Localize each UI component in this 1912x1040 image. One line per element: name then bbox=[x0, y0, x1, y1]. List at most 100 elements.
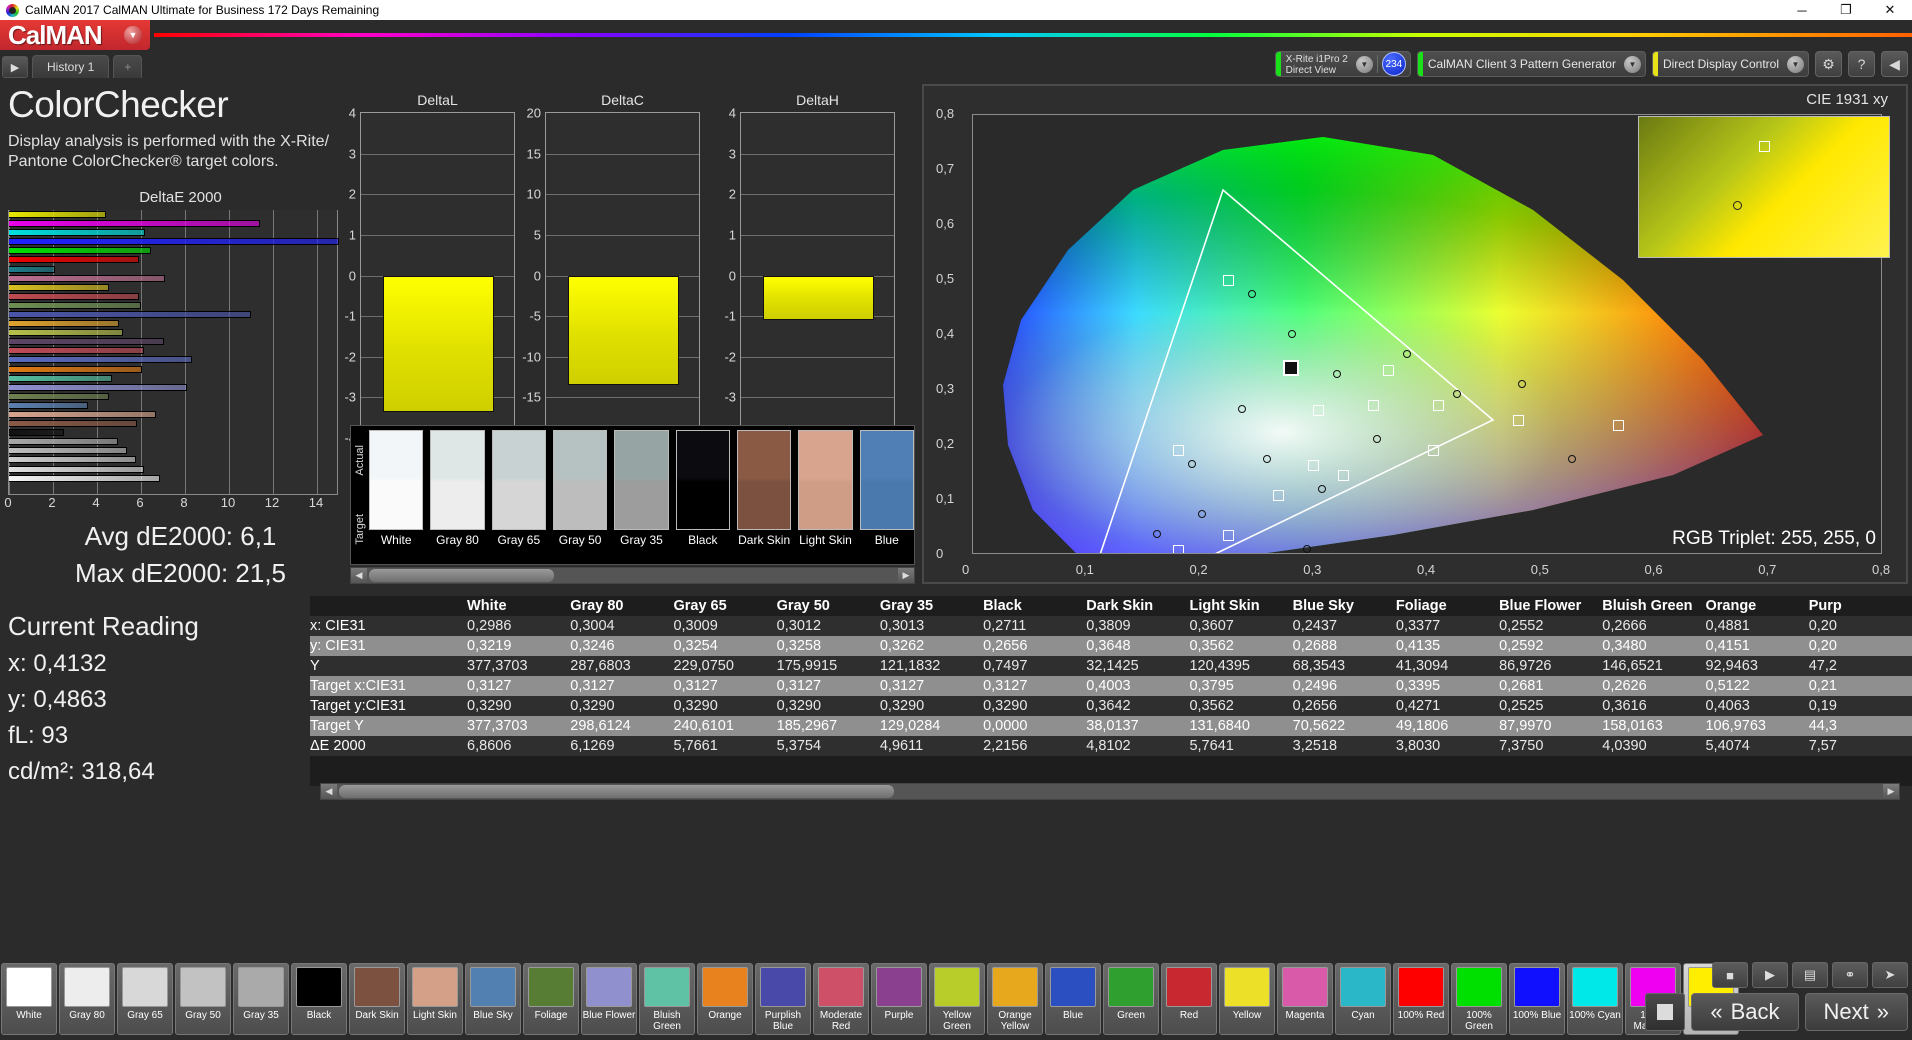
help-icon[interactable]: ? bbox=[1848, 51, 1875, 77]
chevron-down-icon[interactable]: ▼ bbox=[1623, 55, 1641, 73]
pattern-swatch-button[interactable]: Yellow Green bbox=[929, 963, 985, 1035]
pattern-swatch-button[interactable]: Dark Skin bbox=[349, 963, 405, 1035]
close-button[interactable]: ✕ bbox=[1884, 2, 1896, 17]
chevron-down-icon[interactable]: ▼ bbox=[124, 26, 142, 44]
pattern-swatch-button[interactable]: White bbox=[1, 963, 57, 1035]
pattern-swatch-button[interactable]: Purple bbox=[871, 963, 927, 1035]
table-cell: 0,2626 bbox=[1602, 678, 1647, 694]
arrow-icon[interactable]: ➤ bbox=[1872, 962, 1908, 988]
pattern-swatch-button[interactable]: Blue Flower bbox=[581, 963, 637, 1035]
more-icon[interactable]: ◀ bbox=[1881, 51, 1908, 77]
swatch-color bbox=[736, 430, 792, 530]
table-row[interactable]: Target x:CIE31 0,3127 0,3127 0,3127 0,3127 0,… bbox=[310, 676, 1912, 696]
scrollbar-thumb[interactable] bbox=[339, 785, 894, 798]
display-control-selector[interactable]: Direct Display Control ▼ bbox=[1651, 51, 1809, 77]
pattern-swatch-label: Orange Yellow bbox=[998, 1010, 1032, 1032]
pattern-swatch-button[interactable]: Orange bbox=[697, 963, 753, 1035]
table-cell: 0,3795 bbox=[1189, 678, 1234, 694]
scrollbar-thumb[interactable] bbox=[369, 569, 554, 582]
pattern-swatch-button[interactable]: Red bbox=[1161, 963, 1217, 1035]
swatch-cell[interactable]: Black bbox=[675, 430, 730, 547]
gridline bbox=[741, 397, 894, 399]
pattern-swatch-button[interactable]: Gray 50 bbox=[175, 963, 231, 1035]
next-chevron-icon: » bbox=[1876, 999, 1889, 1024]
pattern-swatch-button[interactable]: Bluish Green bbox=[639, 963, 695, 1035]
table-row[interactable]: Target y:CIE31 0,3290 0,3290 0,3290 0,3290 0,… bbox=[310, 696, 1912, 716]
measurement-table[interactable]: White Gray 80 Gray 65 Gray 50 Gray 35 Black Da… bbox=[310, 596, 1912, 786]
pattern-swatch-button[interactable]: Gray 65 bbox=[117, 963, 173, 1035]
pattern-swatch-button[interactable]: 100% Blue bbox=[1509, 963, 1565, 1035]
gear-icon[interactable]: ⚙ bbox=[1815, 51, 1842, 77]
cie-y-tick: 0,5 bbox=[936, 271, 955, 286]
stop-icon[interactable]: ■ bbox=[1712, 962, 1748, 988]
pattern-swatch-button[interactable]: Black bbox=[291, 963, 347, 1035]
chevron-down-icon[interactable]: ▼ bbox=[1355, 55, 1373, 73]
table-row[interactable]: ΔE 2000 6,8606 6,1269 5,7661 5,3754 4,9611 2,2… bbox=[310, 736, 1912, 756]
pattern-swatch-color bbox=[1456, 967, 1502, 1007]
link-icon[interactable]: ⚭ bbox=[1832, 962, 1868, 988]
table-cell: 298,6124 bbox=[570, 718, 631, 734]
swatch-cell[interactable]: Gray 35 bbox=[614, 430, 669, 547]
table-row[interactable]: y: CIE31 0,3219 0,3246 0,3254 0,3258 0,3262 0,… bbox=[310, 636, 1912, 656]
swatch-cell[interactable]: Gray 65 bbox=[491, 430, 546, 547]
table-cell: 0,2525 bbox=[1499, 698, 1544, 714]
cie-y-tick: 0,6 bbox=[936, 216, 955, 231]
pattern-swatch-button[interactable]: Blue Sky bbox=[465, 963, 521, 1035]
table-horizontal-scrollbar[interactable]: ◀ ▶ bbox=[320, 783, 1900, 800]
chevron-down-icon[interactable]: ▼ bbox=[1787, 55, 1804, 73]
meter-selector[interactable]: X-Rite i1Pro 2 Direct View ▼ 234 bbox=[1274, 51, 1411, 77]
play-icon[interactable]: ▶ bbox=[2, 56, 28, 78]
scroll-right-icon[interactable]: ▶ bbox=[898, 568, 914, 583]
pattern-swatch-button[interactable]: Cyan bbox=[1335, 963, 1391, 1035]
scroll-left-icon[interactable]: ◀ bbox=[351, 568, 367, 583]
pattern-swatch-button[interactable]: Magenta bbox=[1277, 963, 1333, 1035]
table-row[interactable]: x: CIE31 0,2986 0,3004 0,3009 0,3012 0,3013 0,… bbox=[310, 616, 1912, 636]
pattern-swatch-button[interactable]: Light Skin bbox=[407, 963, 463, 1035]
pattern-swatch-button[interactable]: Green bbox=[1103, 963, 1159, 1035]
tab-history-1[interactable]: History 1 bbox=[32, 55, 110, 78]
back-button[interactable]: « Back bbox=[1691, 993, 1799, 1031]
current-reading-x: x: 0,4132 bbox=[8, 649, 107, 677]
calman-menu-button[interactable]: CalMAN ▼ bbox=[0, 20, 150, 50]
pattern-swatch-button[interactable]: Gray 80 bbox=[59, 963, 115, 1035]
swatch-cell[interactable]: Gray 50 bbox=[552, 430, 608, 547]
save-icon[interactable]: ▤ bbox=[1792, 962, 1828, 988]
table-row[interactable]: Target Y 377,3703 298,6124 240,6101 185,2967… bbox=[310, 716, 1912, 736]
deltae-bar bbox=[9, 365, 143, 373]
swatch-cell[interactable]: White bbox=[369, 430, 424, 547]
pattern-swatch-button[interactable]: Blue bbox=[1045, 963, 1101, 1035]
pattern-swatch-button[interactable]: 100% Red bbox=[1393, 963, 1449, 1035]
pattern-swatch-button[interactable]: Foliage bbox=[523, 963, 579, 1035]
stop-button[interactable] bbox=[1645, 993, 1686, 1031]
swatch-horizontal-scrollbar[interactable]: ◀ ▶ bbox=[350, 567, 915, 584]
gridline bbox=[185, 209, 186, 494]
swatch-color bbox=[675, 430, 730, 530]
pattern-swatch-button[interactable]: 100% Cyan bbox=[1567, 963, 1623, 1035]
pattern-swatch-button[interactable]: Gray 35 bbox=[233, 963, 289, 1035]
swatch-cell[interactable]: Blue bbox=[859, 430, 914, 547]
minimize-button[interactable]: ─ bbox=[1797, 2, 1807, 18]
table-cell: 0,3246 bbox=[570, 638, 615, 654]
axis-tick-label: 3 bbox=[348, 146, 356, 162]
swatch-cell[interactable]: Light Skin bbox=[798, 430, 853, 547]
scroll-right-icon[interactable]: ▶ bbox=[1883, 784, 1899, 799]
pattern-swatch-button[interactable]: 100% Green bbox=[1451, 963, 1507, 1035]
cie-x-tick: 0,3 bbox=[1303, 562, 1322, 577]
table-cell: 47,2 bbox=[1808, 658, 1837, 674]
pattern-swatch-button[interactable]: Purplish Blue bbox=[755, 963, 811, 1035]
pattern-swatch-button[interactable]: Orange Yellow bbox=[987, 963, 1043, 1035]
pattern-swatch-button[interactable]: Yellow bbox=[1219, 963, 1275, 1035]
next-button[interactable]: Next » bbox=[1804, 993, 1908, 1031]
maximize-button[interactable]: ❐ bbox=[1840, 2, 1852, 17]
table-cell: 0,20 bbox=[1808, 638, 1837, 654]
swatch-cell[interactable]: Gray 80 bbox=[430, 430, 485, 547]
axis-tick-label: -5 bbox=[529, 308, 541, 324]
table-row[interactable]: Y 377,3703 287,6803 229,0750 175,9915 121,183… bbox=[310, 656, 1912, 676]
gridline bbox=[741, 113, 894, 114]
add-tab-button[interactable]: + bbox=[113, 55, 143, 78]
pattern-generator-selector[interactable]: CalMAN Client 3 Pattern Generator ▼ bbox=[1416, 51, 1646, 77]
swatch-cell[interactable]: Dark Skin bbox=[736, 430, 792, 547]
scroll-left-icon[interactable]: ◀ bbox=[321, 784, 337, 799]
pattern-swatch-button[interactable]: Moderate Red bbox=[813, 963, 869, 1035]
play-icon[interactable]: ▶ bbox=[1752, 962, 1788, 988]
